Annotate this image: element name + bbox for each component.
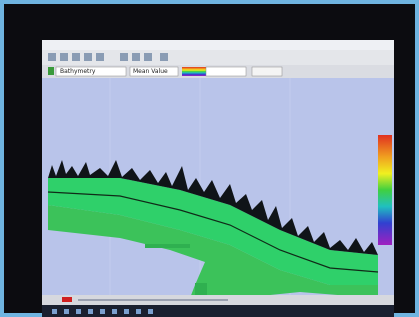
title-bar bbox=[42, 40, 394, 50]
patch bbox=[145, 244, 190, 248]
range-field[interactable] bbox=[252, 67, 282, 76]
patch bbox=[195, 283, 207, 295]
status-icon bbox=[62, 297, 72, 302]
palette-dropdown[interactable] bbox=[206, 67, 246, 76]
layer-label: Bathymetry bbox=[60, 68, 96, 75]
palette-swatch[interactable] bbox=[182, 67, 206, 76]
page: Bathymetry Mean Value (() => { const dat… bbox=[0, 0, 419, 317]
color-legend bbox=[378, 135, 392, 245]
layer-icon bbox=[48, 67, 54, 75]
photo: Bathymetry Mean Value bbox=[0, 0, 419, 317]
taskbar bbox=[42, 305, 394, 317]
mode-label: Mean Value bbox=[133, 68, 168, 75]
toolbar bbox=[42, 50, 394, 65]
status-text bbox=[78, 299, 228, 301]
taskbar-icons[interactable] bbox=[52, 309, 153, 314]
